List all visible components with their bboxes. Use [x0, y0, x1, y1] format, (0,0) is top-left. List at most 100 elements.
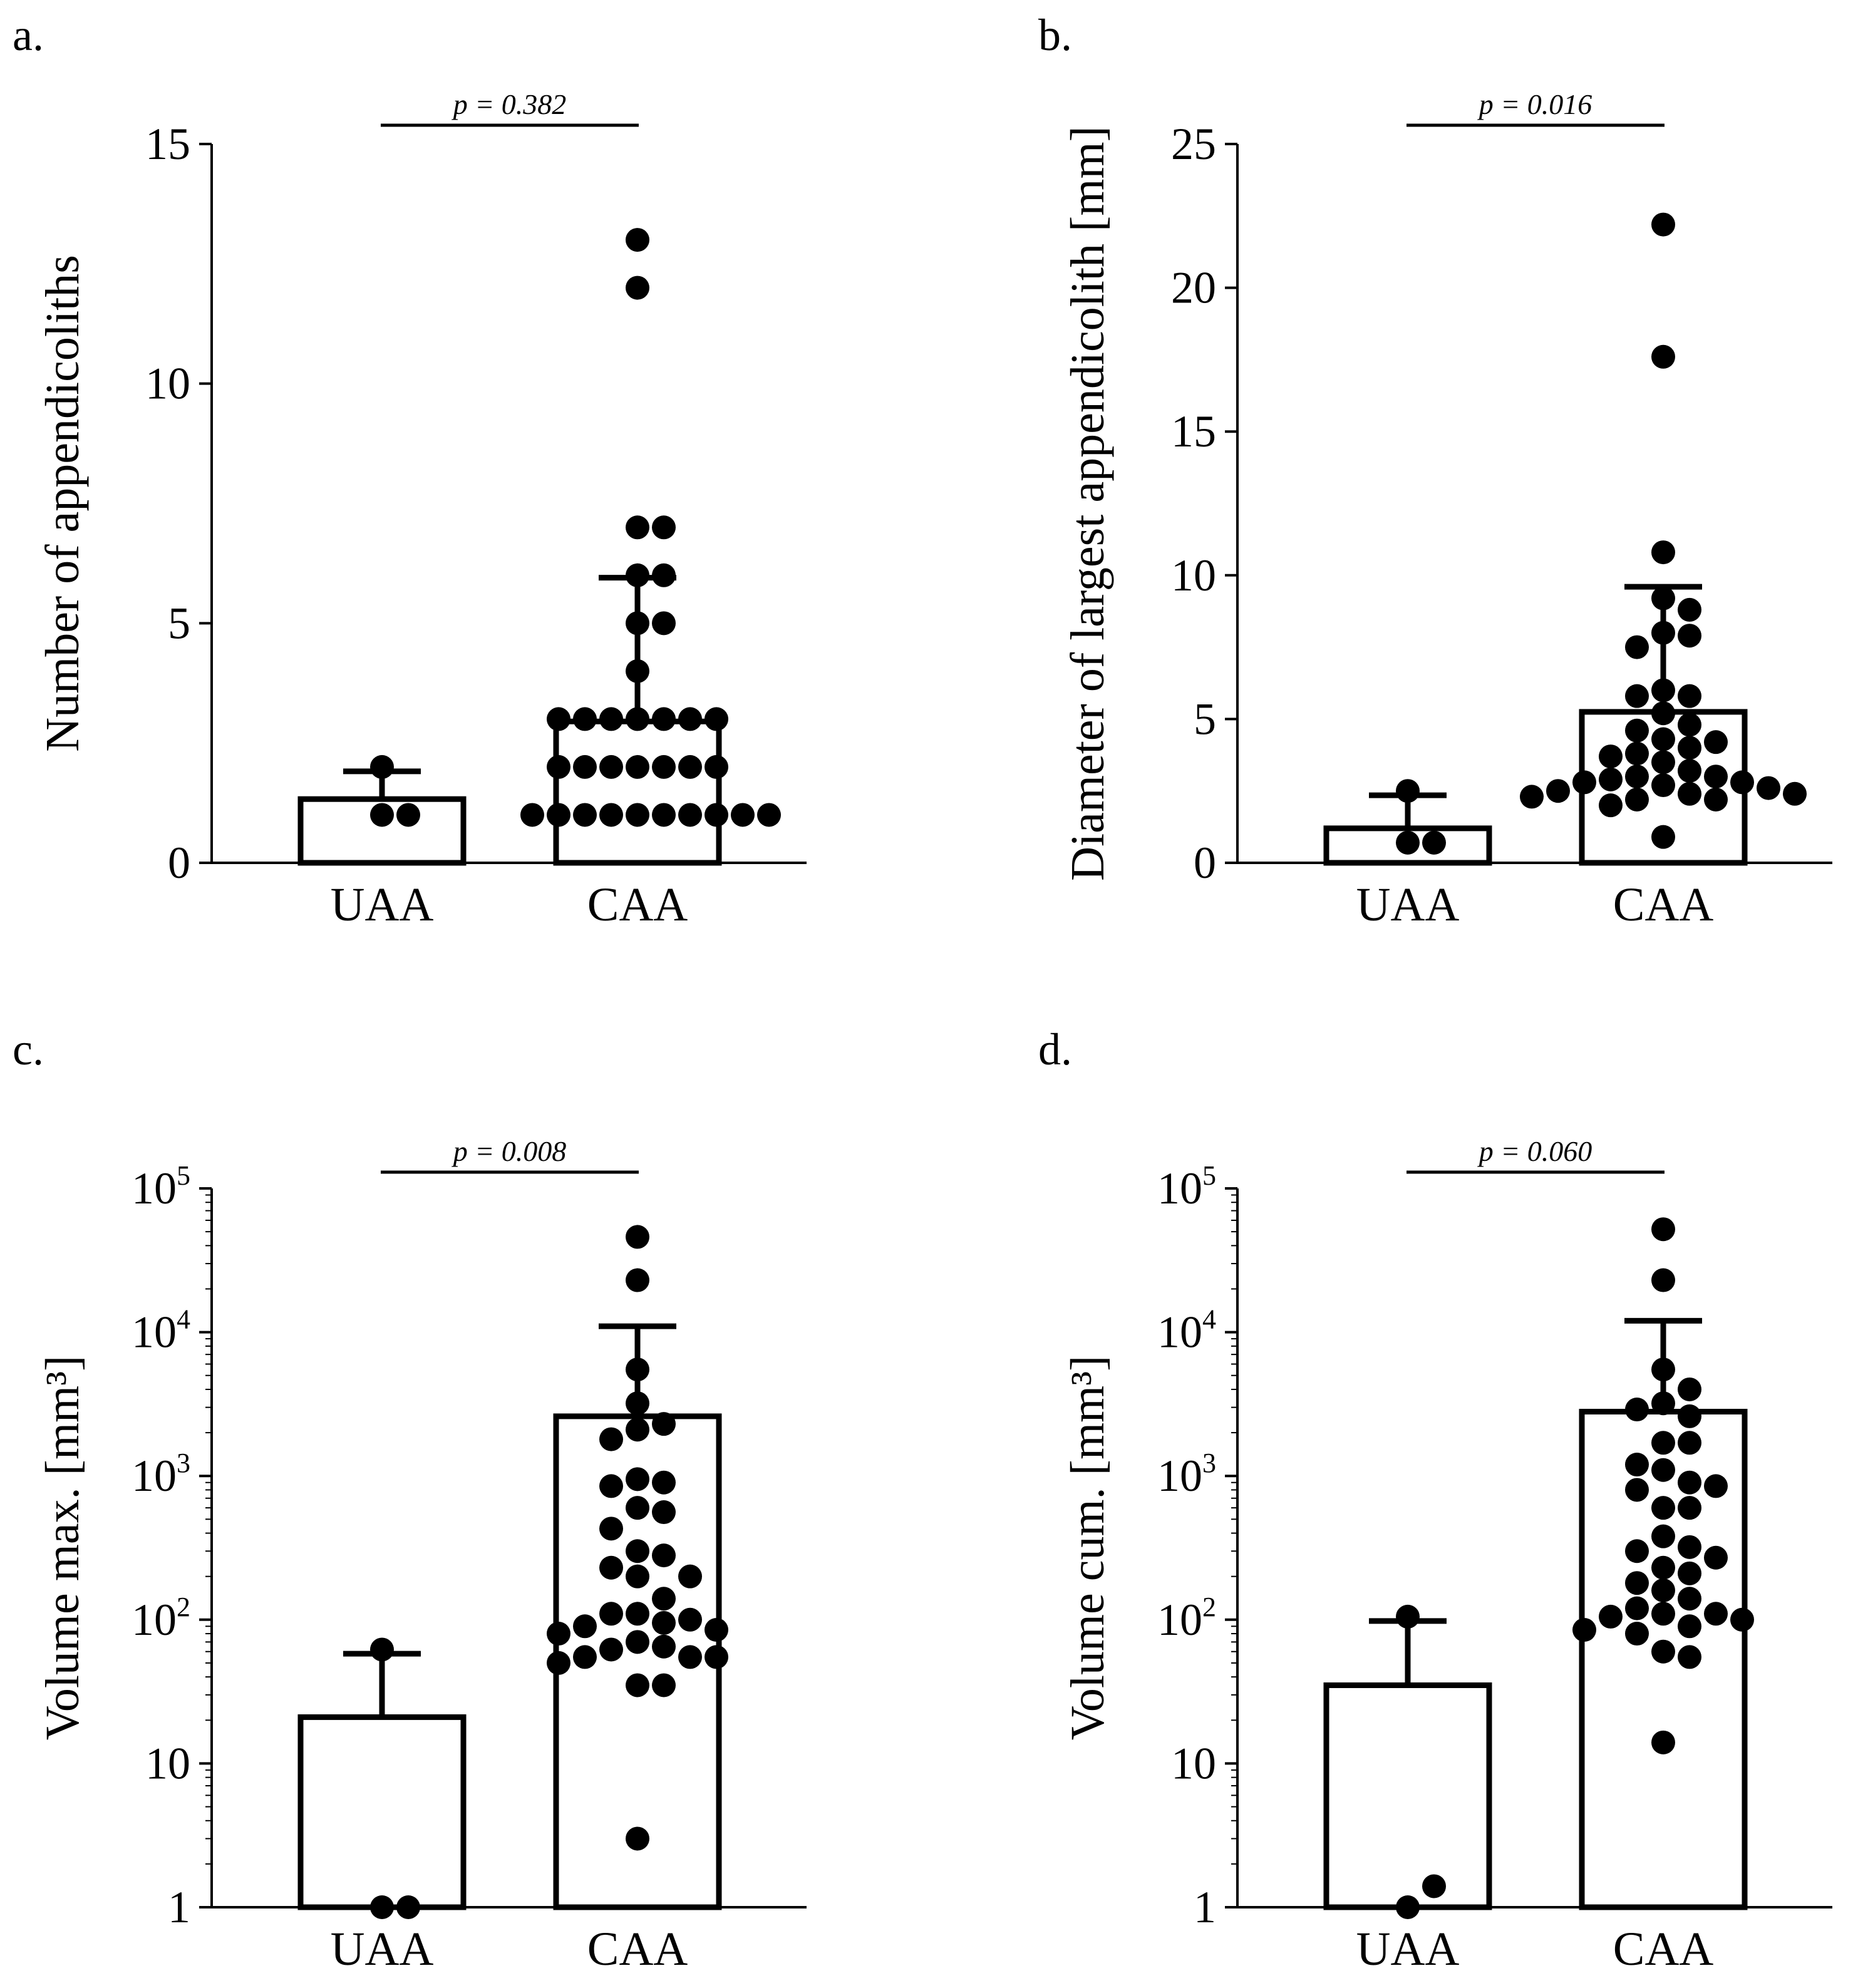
data-point-caa — [1546, 779, 1570, 803]
data-point-caa — [1651, 1555, 1675, 1580]
data-point-caa — [678, 1564, 702, 1589]
data-point-caa — [678, 1645, 702, 1669]
data-point-caa — [626, 1467, 649, 1491]
y-tick-label: 10 — [145, 359, 190, 409]
data-point-caa — [1651, 344, 1675, 369]
data-point-caa — [1678, 1561, 1701, 1585]
data-point-caa — [652, 803, 676, 827]
data-point-caa — [1572, 1618, 1596, 1642]
data-point-caa — [626, 611, 649, 636]
data-point-caa — [626, 1418, 649, 1442]
data-point-caa — [1651, 1524, 1675, 1548]
data-point-caa — [1730, 770, 1754, 795]
data-point-caa — [1651, 825, 1675, 849]
y-tick-label: 15 — [1171, 406, 1216, 456]
data-point-caa — [573, 707, 597, 731]
data-point-caa — [626, 1826, 649, 1851]
data-point-caa — [626, 1357, 649, 1382]
data-point-caa — [1651, 701, 1675, 726]
data-point-caa — [1651, 540, 1675, 565]
y-tick-label: 0 — [168, 838, 190, 888]
data-point-caa — [1651, 727, 1675, 751]
data-point-caa — [599, 1637, 623, 1662]
y-tick-label: 1 — [1194, 1882, 1216, 1932]
data-point-caa — [1651, 750, 1675, 775]
data-point-caa — [1651, 1431, 1675, 1455]
data-point-caa — [1651, 1496, 1675, 1520]
y-tick-label: 102 — [1157, 1592, 1216, 1645]
data-point-caa — [1651, 678, 1675, 703]
data-point-caa — [626, 1268, 649, 1292]
data-point-caa — [1678, 713, 1701, 737]
data-point-uaa — [1422, 1874, 1446, 1898]
data-point-caa — [547, 707, 570, 731]
y-axis-title: Diameter of largest appendicolith [mm] — [1061, 126, 1114, 881]
data-point-caa — [626, 803, 649, 827]
data-point-caa — [1651, 586, 1675, 610]
data-point-caa — [573, 1645, 597, 1669]
data-point-caa — [1678, 1645, 1701, 1669]
data-point-caa — [547, 755, 570, 779]
data-point-caa — [1599, 767, 1623, 791]
data-point-caa — [652, 1500, 676, 1525]
p-value-label: p = 0.382 — [452, 88, 567, 120]
data-point-caa — [652, 1412, 676, 1436]
data-point-caa — [1625, 684, 1649, 708]
data-point-caa — [652, 1587, 676, 1611]
data-point-caa — [652, 515, 676, 540]
panel-b: b. Diameter of largest appendicolith [mm]… — [1038, 10, 1832, 931]
panel-a: a. Number of appendicoliths 0 5 10 15 UAA CAA p … — [13, 10, 807, 931]
data-point-caa — [626, 1673, 649, 1697]
data-point-caa — [626, 1602, 649, 1626]
x-tick-label-uaa: UAA — [331, 1923, 434, 1975]
data-point-caa — [1704, 1474, 1728, 1498]
data-point-caa — [1651, 1458, 1675, 1482]
x-tick-label-uaa: UAA — [1356, 878, 1460, 931]
data-point-caa — [1625, 1453, 1649, 1477]
y-tick-label: 1 — [168, 1882, 190, 1932]
data-point-caa — [1625, 1539, 1649, 1563]
data-point-caa — [1678, 1535, 1701, 1559]
data-point-caa — [678, 707, 702, 731]
x-tick-label-caa: CAA — [1613, 878, 1714, 931]
y-tick-label: 10 — [145, 1738, 190, 1788]
y-tick-label: 5 — [1194, 694, 1216, 744]
data-point-caa — [1678, 781, 1701, 806]
y-tick-label: 104 — [132, 1304, 190, 1357]
data-point-caa — [1678, 1404, 1701, 1428]
data-point-uaa — [370, 1637, 394, 1662]
data-point-caa — [1651, 212, 1675, 237]
y-axis-title: Volume cum. [mm³] — [1061, 1356, 1114, 1741]
panel-label: a. — [13, 10, 44, 60]
x-tick-label-uaa: UAA — [331, 878, 434, 931]
data-point-caa — [1599, 793, 1623, 818]
data-point-caa — [652, 611, 676, 636]
data-point-caa — [1678, 597, 1701, 622]
data-point-caa — [652, 1610, 676, 1635]
data-point-caa — [705, 1618, 728, 1642]
data-point-caa — [652, 1634, 676, 1659]
data-point-caa — [1651, 1357, 1675, 1382]
y-tick-label: 102 — [132, 1592, 190, 1645]
data-point-caa — [626, 707, 649, 731]
y-tick-label: 103 — [1157, 1448, 1216, 1501]
data-point-caa — [547, 1651, 570, 1675]
data-point-caa — [678, 755, 702, 779]
data-point-uaa — [370, 803, 394, 827]
data-point-caa — [705, 707, 728, 731]
data-point-caa — [1678, 759, 1701, 783]
data-point-caa — [1651, 1602, 1675, 1626]
data-point-caa — [678, 803, 702, 827]
data-point-caa — [652, 1673, 676, 1697]
data-point-caa — [573, 1614, 597, 1639]
data-point-caa — [1783, 781, 1807, 806]
data-point-caa — [626, 659, 649, 683]
y-tick-label: 105 — [1157, 1160, 1216, 1213]
data-point-caa — [1730, 1607, 1754, 1632]
data-point-caa — [599, 1474, 623, 1498]
panel-c: c. Volume max. [mm³] 1 10 102 103 104 105 UAA CAA… — [13, 1024, 807, 1975]
data-point-caa — [1704, 765, 1728, 789]
y-tick-label: 20 — [1171, 263, 1216, 313]
data-point-uaa — [1396, 830, 1420, 855]
x-tick-label-uaa: UAA — [1356, 1923, 1460, 1975]
